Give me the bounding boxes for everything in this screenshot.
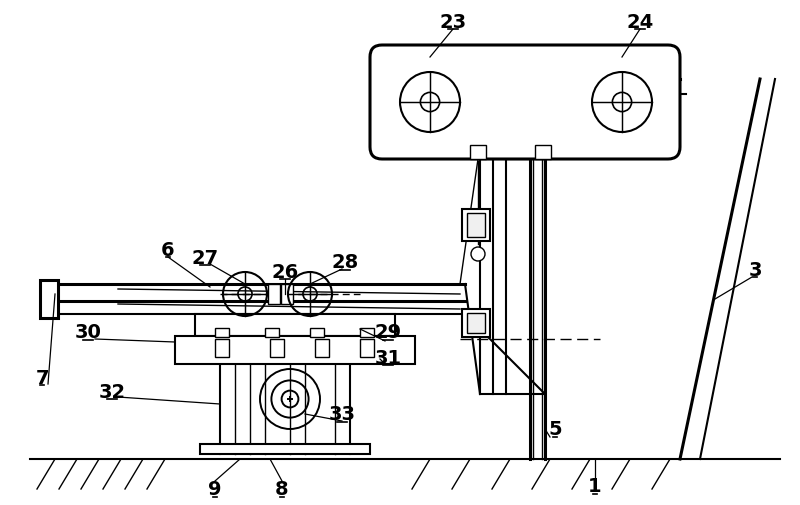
Text: 32: 32 [98, 382, 126, 400]
Bar [360, 339, 374, 358]
Text: 6: 6 [161, 240, 175, 259]
Text: 23: 23 [439, 13, 466, 31]
Bar [462, 310, 490, 337]
Bar [281, 284, 293, 305]
Bar [40, 280, 58, 318]
Text: 31: 31 [374, 348, 402, 367]
Text: 5: 5 [548, 420, 562, 439]
Bar [467, 214, 485, 237]
Text: 26: 26 [271, 262, 298, 281]
Bar [310, 328, 324, 337]
Text: 24: 24 [626, 13, 654, 31]
Bar [535, 146, 551, 160]
Text: 7: 7 [35, 368, 49, 387]
Bar [215, 328, 229, 337]
Text: 27: 27 [191, 248, 218, 267]
Bar [470, 146, 486, 160]
Text: 33: 33 [329, 405, 355, 424]
Bar [360, 328, 374, 337]
Bar [175, 336, 415, 364]
Text: 8: 8 [275, 480, 289, 498]
Text: 1: 1 [588, 477, 602, 495]
Circle shape [471, 247, 485, 262]
Bar [200, 444, 370, 454]
Bar [467, 314, 485, 333]
Bar [270, 339, 284, 358]
Text: 29: 29 [374, 323, 402, 342]
Bar [215, 339, 229, 358]
Bar [268, 284, 280, 305]
Bar [462, 210, 490, 241]
Bar [265, 328, 279, 337]
FancyBboxPatch shape [370, 46, 680, 160]
Text: 3: 3 [748, 260, 762, 279]
Text: 28: 28 [331, 253, 358, 272]
Bar [315, 339, 329, 358]
Bar [195, 315, 395, 336]
Text: 9: 9 [208, 480, 222, 498]
Text: 30: 30 [74, 323, 102, 342]
